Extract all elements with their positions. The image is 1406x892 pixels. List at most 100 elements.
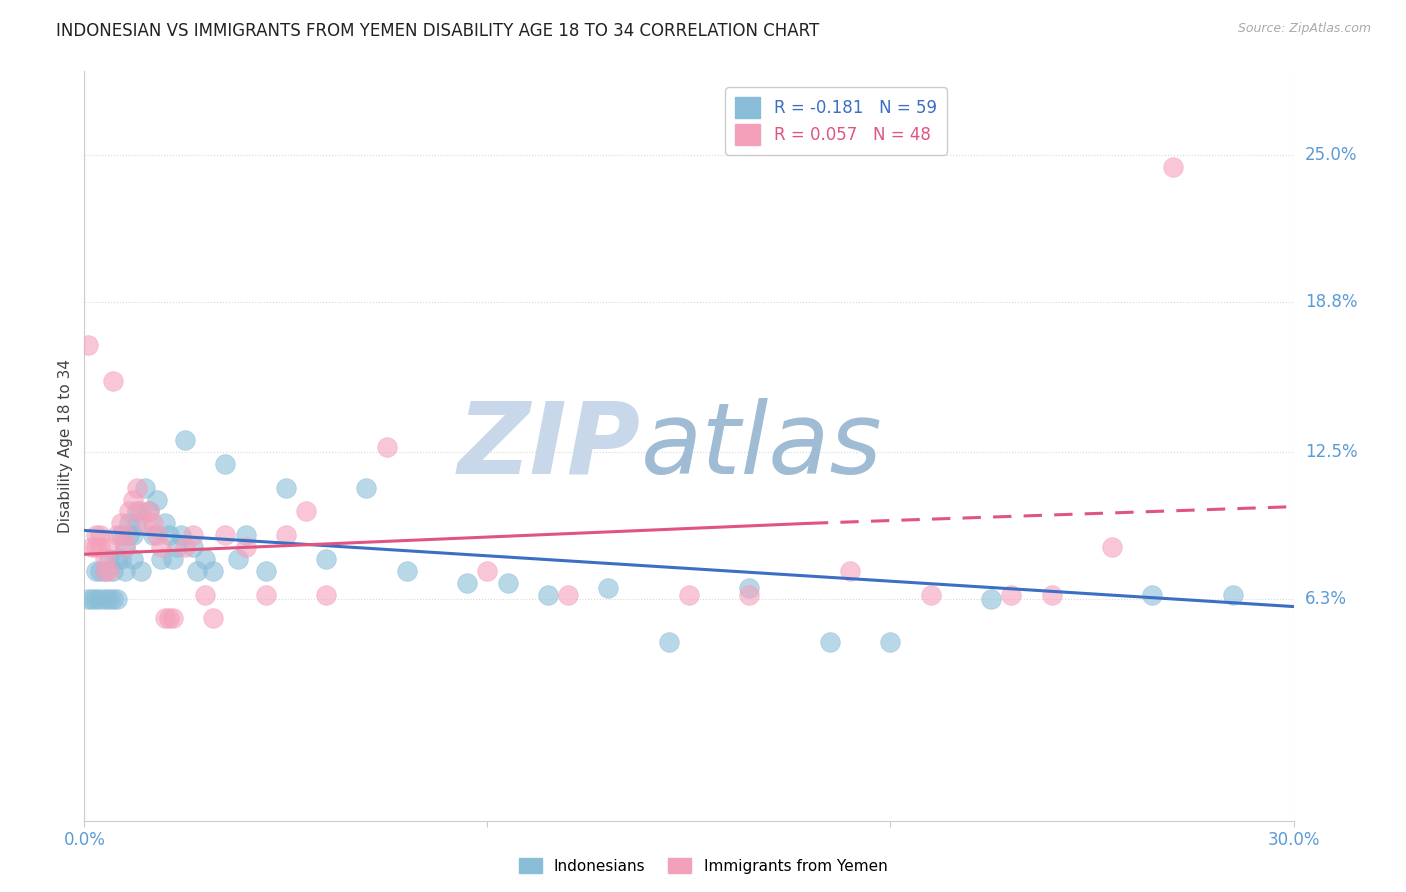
Point — [202, 564, 225, 578]
Point — [214, 457, 236, 471]
Point — [658, 635, 681, 649]
Point — [89, 564, 111, 578]
Point — [1161, 160, 1184, 174]
Point — [598, 581, 620, 595]
Point — [157, 528, 180, 542]
Point — [235, 528, 257, 542]
Point — [97, 552, 120, 566]
Point — [97, 592, 120, 607]
Point — [274, 528, 297, 542]
Point — [1222, 588, 1244, 602]
Point — [118, 528, 141, 542]
Point — [1142, 588, 1164, 602]
Point — [254, 564, 277, 578]
Legend: R = -0.181   N = 59, R = 0.057   N = 48: R = -0.181 N = 59, R = 0.057 N = 48 — [725, 87, 946, 154]
Point — [356, 481, 378, 495]
Text: 6.3%: 6.3% — [1305, 591, 1347, 608]
Point — [477, 564, 499, 578]
Point — [153, 516, 176, 531]
Point — [105, 528, 128, 542]
Legend: Indonesians, Immigrants from Yemen: Indonesians, Immigrants from Yemen — [513, 852, 893, 880]
Point — [181, 540, 204, 554]
Point — [121, 552, 143, 566]
Point — [118, 504, 141, 518]
Point — [86, 564, 108, 578]
Point — [114, 540, 136, 554]
Point — [738, 581, 761, 595]
Point — [194, 552, 217, 566]
Point — [86, 592, 108, 607]
Point — [181, 528, 204, 542]
Point — [105, 552, 128, 566]
Text: Source: ZipAtlas.com: Source: ZipAtlas.com — [1237, 22, 1371, 36]
Point — [82, 592, 104, 607]
Point — [202, 611, 225, 625]
Point — [496, 575, 519, 590]
Point — [101, 564, 124, 578]
Point — [235, 540, 257, 554]
Point — [678, 588, 700, 602]
Point — [89, 592, 111, 607]
Text: 18.8%: 18.8% — [1305, 293, 1357, 311]
Point — [315, 588, 337, 602]
Point — [149, 540, 172, 554]
Point — [254, 588, 277, 602]
Point — [82, 540, 104, 554]
Point — [194, 588, 217, 602]
Y-axis label: Disability Age 18 to 34: Disability Age 18 to 34 — [58, 359, 73, 533]
Point — [138, 504, 160, 518]
Point — [395, 564, 418, 578]
Point — [125, 481, 148, 495]
Point — [1000, 588, 1022, 602]
Point — [93, 552, 115, 566]
Point — [738, 588, 761, 602]
Point — [456, 575, 478, 590]
Point — [129, 504, 152, 518]
Point — [77, 592, 100, 607]
Point — [879, 635, 901, 649]
Point — [315, 552, 337, 566]
Point — [105, 592, 128, 607]
Point — [110, 552, 132, 566]
Point — [86, 528, 108, 542]
Point — [537, 588, 560, 602]
Point — [138, 504, 160, 518]
Point — [149, 552, 172, 566]
Point — [121, 528, 143, 542]
Text: atlas: atlas — [641, 398, 882, 494]
Point — [274, 481, 297, 495]
Point — [142, 528, 165, 542]
Point — [89, 528, 111, 542]
Point — [134, 516, 156, 531]
Point — [818, 635, 841, 649]
Point — [839, 564, 862, 578]
Point — [77, 338, 100, 352]
Point — [93, 592, 115, 607]
Point — [114, 564, 136, 578]
Point — [162, 552, 184, 566]
Point — [295, 504, 318, 518]
Point — [118, 516, 141, 531]
Text: 25.0%: 25.0% — [1305, 145, 1357, 163]
Point — [125, 504, 148, 518]
Point — [97, 564, 120, 578]
Point — [142, 516, 165, 531]
Point — [375, 440, 398, 454]
Point — [114, 528, 136, 542]
Text: ZIP: ZIP — [457, 398, 641, 494]
Point — [186, 564, 208, 578]
Point — [226, 552, 249, 566]
Point — [97, 540, 120, 554]
Point — [162, 611, 184, 625]
Point — [166, 540, 188, 554]
Point — [129, 564, 152, 578]
Point — [134, 481, 156, 495]
Point — [93, 564, 115, 578]
Point — [557, 588, 579, 602]
Point — [121, 492, 143, 507]
Point — [170, 528, 193, 542]
Point — [157, 611, 180, 625]
Point — [114, 540, 136, 554]
Point — [920, 588, 942, 602]
Point — [125, 516, 148, 531]
